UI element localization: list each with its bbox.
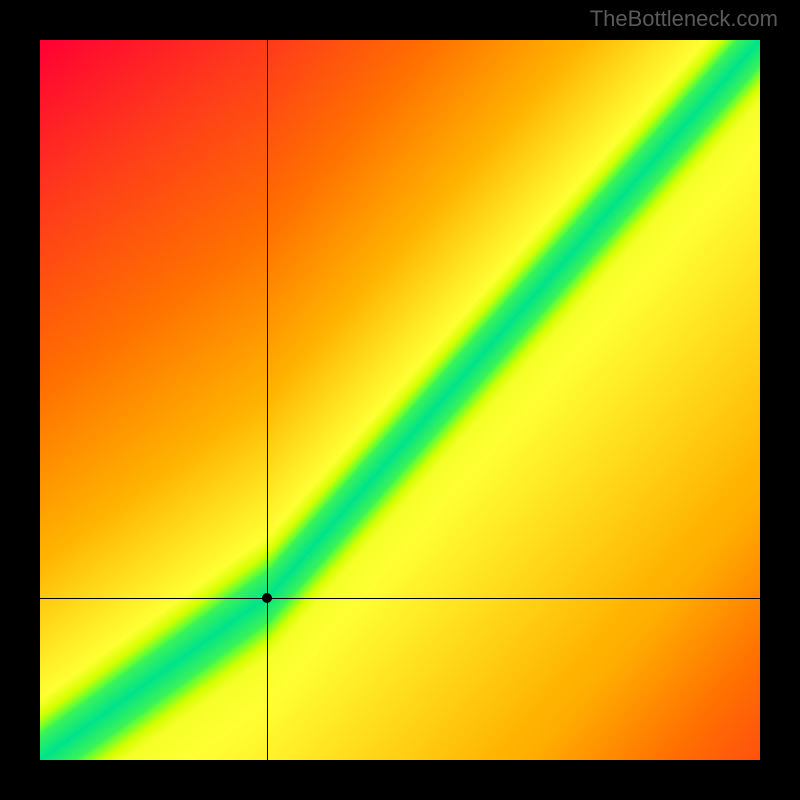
watermark-text: TheBottleneck.com [590,6,778,32]
heatmap-canvas [40,40,760,760]
crosshair-dot [262,593,272,603]
crosshair-vertical [267,40,268,760]
crosshair-horizontal [40,598,760,599]
heatmap-plot-area [40,40,760,760]
